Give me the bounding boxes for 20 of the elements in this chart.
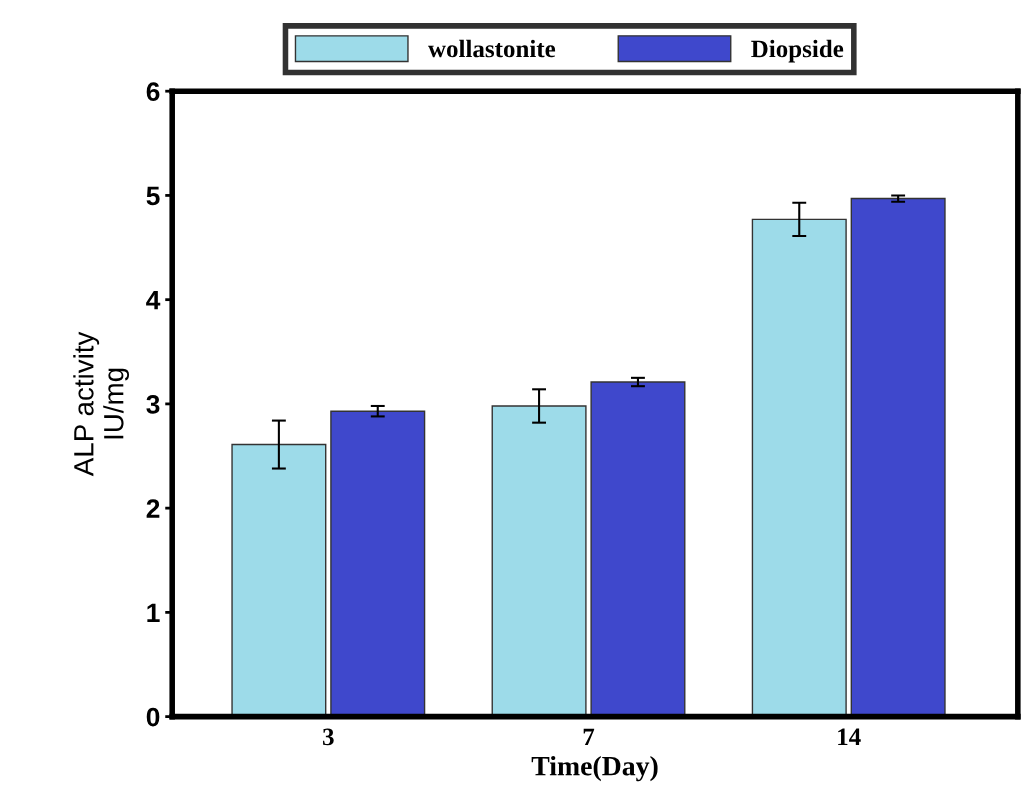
legend-label: wollastonite	[428, 39, 556, 58]
y-tick-label: 3	[146, 395, 160, 414]
bar	[491, 405, 587, 717]
x-tick-label: 7	[583, 728, 595, 746]
y-tick-label: 1	[147, 603, 160, 622]
bar	[231, 443, 327, 717]
x-tick-label: 14	[838, 728, 861, 746]
x-axis-title: Time(Day)	[531, 755, 658, 782]
bar	[590, 381, 686, 717]
bar	[850, 197, 946, 717]
y-tick-label: 0	[146, 707, 160, 727]
y-axis-title: ALP activity IU/mg	[73, 331, 130, 477]
bar	[330, 410, 426, 717]
y-tick-label: 5	[146, 186, 160, 206]
bar	[751, 218, 847, 717]
x-tick-label: 3	[323, 728, 334, 746]
y-tick-label: 6	[146, 82, 160, 102]
y-tick-label: 4	[146, 291, 161, 310]
y-tick-label: 2	[146, 499, 160, 518]
legend-label: Diopside	[751, 39, 844, 63]
